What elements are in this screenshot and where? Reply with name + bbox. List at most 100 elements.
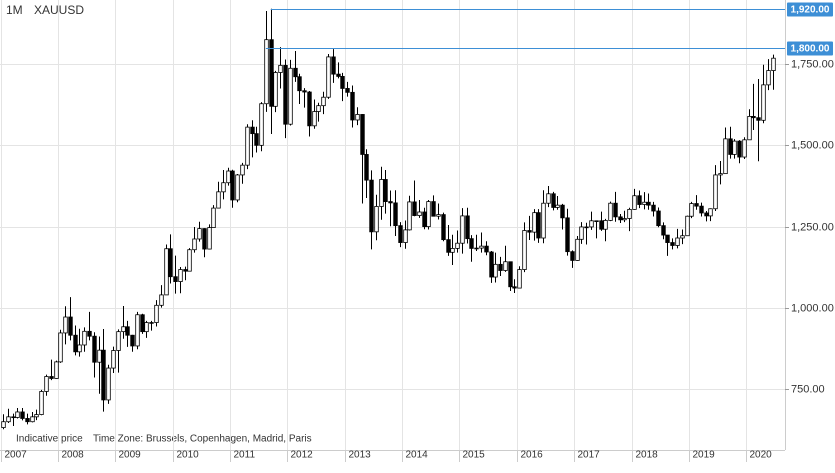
candle-body: [116, 331, 121, 351]
candle-body: [49, 376, 54, 379]
candle-body: [536, 212, 541, 239]
candle-body: [187, 249, 192, 272]
candle-body: [489, 251, 494, 278]
x-tick-label: 2013: [349, 450, 372, 461]
x-tick-label: 2020: [750, 450, 773, 461]
candle-body: [718, 173, 723, 176]
candle-body: [651, 204, 656, 212]
x-tick-label: 2009: [119, 450, 142, 461]
candle-body: [522, 230, 527, 270]
note: Indicative price: [16, 434, 83, 445]
x-tick-label: 2012: [291, 450, 314, 461]
candle-body: [140, 314, 145, 333]
candle-body: [555, 204, 560, 208]
candle-body: [331, 56, 336, 75]
x-tick-label: 2011: [234, 450, 256, 461]
candle-body: [20, 411, 25, 419]
candle-body: [39, 391, 44, 415]
candle-body: [584, 226, 589, 229]
period: 1M: [6, 3, 23, 17]
y-tick-label: 1,500.00: [791, 139, 834, 151]
candle-body: [159, 294, 164, 306]
candle-body: [742, 139, 747, 158]
x-tick-label: 2015: [463, 450, 486, 461]
candle-body: [111, 350, 116, 369]
candle-body: [737, 140, 742, 158]
candle-body: [646, 201, 651, 206]
candle-body: [77, 344, 82, 353]
candle-body: [422, 211, 427, 228]
candle-body: [503, 261, 508, 271]
candle-body: [728, 138, 733, 155]
candle-body: [766, 70, 771, 86]
x-tick-label: 2007: [5, 450, 28, 461]
candle-body: [73, 334, 78, 353]
candle-body: [1, 421, 6, 428]
candle-body: [164, 248, 169, 296]
candle-body: [369, 179, 374, 233]
candle-body: [732, 140, 737, 155]
candle-body: [708, 208, 713, 217]
candle-body: [747, 116, 752, 141]
candle-body: [613, 202, 618, 218]
candle-body: [87, 330, 92, 337]
candle-body: [316, 105, 321, 112]
candle-body: [637, 195, 642, 205]
candle-body: [618, 216, 623, 221]
candle-body: [230, 170, 235, 201]
candle-body: [436, 214, 441, 217]
candle-body: [751, 116, 756, 119]
x-tick-label: 2008: [62, 450, 85, 461]
candle-body: [632, 195, 637, 210]
candle-body: [713, 174, 718, 210]
candle-body: [575, 238, 580, 261]
candle-body: [25, 418, 30, 423]
candle-body: [149, 322, 154, 324]
x-tick-label: 2018: [636, 450, 659, 461]
candle-body: [622, 218, 627, 221]
candle-body: [479, 245, 484, 249]
candle-body: [326, 56, 331, 98]
candle-body: [30, 416, 35, 423]
x-tick-label: 2016: [521, 450, 544, 461]
candle-body: [15, 411, 20, 418]
candle-body: [254, 133, 259, 146]
candle-body: [426, 201, 431, 228]
candle-body: [92, 335, 97, 363]
candle-body: [446, 239, 451, 253]
candle-body: [364, 154, 369, 181]
candle-body: [197, 228, 202, 240]
candle-body: [403, 229, 408, 243]
candle-body: [675, 237, 680, 246]
x-tick-label: 2017: [578, 450, 601, 461]
candle-body: [345, 88, 350, 93]
candle-body: [321, 96, 326, 107]
candle-body: [192, 238, 197, 251]
candle-body: [383, 179, 388, 202]
candle-body: [455, 242, 460, 249]
candle-body: [723, 138, 728, 175]
candle-body: [450, 248, 455, 253]
candle-body: [283, 64, 288, 125]
candle-body: [82, 330, 87, 346]
candle-body: [58, 332, 63, 363]
candle-body: [656, 210, 661, 227]
candle-body: [560, 204, 565, 219]
x-tick-label: 2014: [406, 450, 429, 461]
candle-body: [589, 220, 594, 228]
candle-body: [216, 191, 221, 209]
candle-body: [264, 39, 269, 105]
x-tick-label: 2019: [693, 450, 716, 461]
candle-body: [412, 201, 417, 216]
candle-body: [498, 263, 503, 271]
candle-body: [512, 286, 517, 289]
candle-body: [168, 248, 173, 278]
candle-body: [469, 238, 474, 249]
candle-body: [608, 202, 613, 221]
candle-body: [350, 91, 355, 121]
candle-body: [240, 164, 245, 176]
candle-body: [121, 326, 126, 333]
candle-body: [694, 203, 699, 207]
candle-body: [130, 334, 135, 347]
